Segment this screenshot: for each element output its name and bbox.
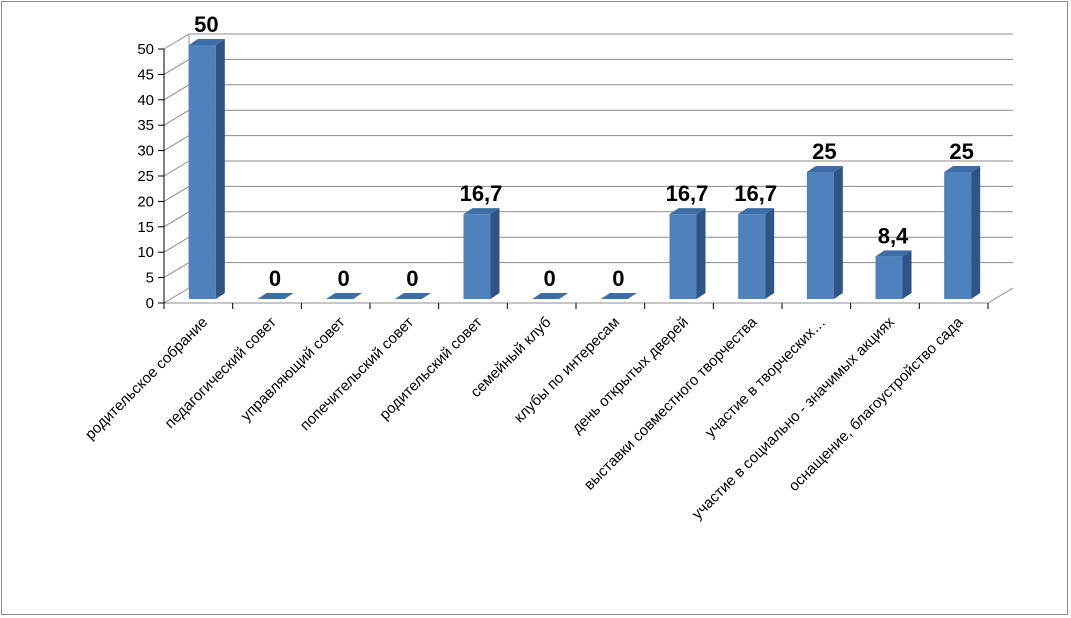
bar-side: [696, 208, 706, 299]
side-wall-gridline: [163, 135, 190, 152]
y-tick-label: 5: [146, 270, 154, 287]
bar-top: [600, 293, 637, 299]
bar-front: [875, 256, 903, 299]
bar-side: [215, 39, 225, 299]
category-label: педагогический совет: [162, 314, 280, 432]
bar-top: [738, 208, 775, 215]
bar: [394, 293, 431, 299]
y-tick-label: 35: [137, 117, 154, 134]
bar-top: [463, 208, 500, 215]
category-label: попечительский совет: [297, 314, 417, 434]
data-label: 16,7: [734, 181, 777, 206]
floor-right-edge: [987, 287, 1014, 304]
bar-top: [944, 166, 981, 172]
category-label: день открытых дверей: [569, 314, 692, 437]
bar-front: [738, 214, 766, 299]
data-label: 0: [612, 266, 624, 291]
bar-side: [765, 208, 775, 299]
bar: [188, 39, 225, 299]
data-label: 16,7: [666, 181, 709, 206]
category-label: участие в творческих…: [702, 314, 829, 441]
side-wall-gridline: [163, 58, 190, 75]
side-wall-gridline: [163, 109, 190, 126]
data-label: 25: [812, 139, 836, 164]
data-label: 0: [338, 266, 350, 291]
bar-top: [806, 166, 843, 172]
bar-side: [902, 250, 912, 299]
bar-top: [257, 293, 294, 299]
y-tick-label: 25: [137, 168, 154, 185]
side-wall-gridline: [163, 185, 190, 202]
bar: [669, 208, 706, 299]
y-tick-label: 50: [137, 41, 154, 58]
y-tick-label: 15: [137, 219, 154, 236]
bar-side: [833, 166, 843, 299]
y-tick-label: 10: [137, 244, 154, 261]
bar-front: [806, 172, 834, 299]
bar-top: [669, 208, 706, 215]
side-wall-gridline: [163, 160, 190, 177]
bar: [875, 250, 912, 299]
bar-side: [490, 208, 500, 299]
bar-top: [394, 293, 431, 299]
data-label: 8,4: [878, 223, 909, 248]
bar: [463, 208, 500, 299]
bar-front: [944, 172, 972, 299]
bar-front: [188, 45, 216, 299]
y-tick-label: 30: [137, 143, 154, 160]
data-label: 16,7: [460, 181, 503, 206]
data-label: 50: [194, 12, 218, 37]
side-wall-bottom-edge: [163, 287, 190, 304]
y-tick-label: 45: [137, 66, 154, 83]
bar: [806, 166, 843, 299]
side-wall-gridline: [163, 211, 190, 228]
bar-front: [463, 214, 491, 299]
bar: [600, 293, 637, 299]
data-label: 0: [406, 266, 418, 291]
y-tick-label: 0: [146, 295, 154, 312]
bar-top: [875, 250, 912, 257]
data-label: 0: [269, 266, 281, 291]
bar-top: [188, 39, 225, 45]
bar: [738, 208, 775, 299]
side-wall-gridline: [163, 33, 190, 50]
category-label: родительское собрание: [82, 314, 211, 443]
bar-front: [669, 214, 697, 299]
bar: [532, 293, 569, 299]
bar-top: [532, 293, 569, 299]
bar: [326, 293, 363, 299]
side-wall-gridline: [163, 236, 190, 253]
y-tick-label: 20: [137, 193, 154, 210]
side-wall-gridline: [163, 262, 190, 279]
data-label: 25: [949, 139, 973, 164]
y-tick-label: 40: [137, 92, 154, 109]
bar: [944, 166, 981, 299]
bar-side: [971, 166, 981, 299]
side-wall-gridline: [163, 84, 190, 101]
data-label: 0: [544, 266, 556, 291]
bar-top: [326, 293, 363, 299]
bar: [257, 293, 294, 299]
